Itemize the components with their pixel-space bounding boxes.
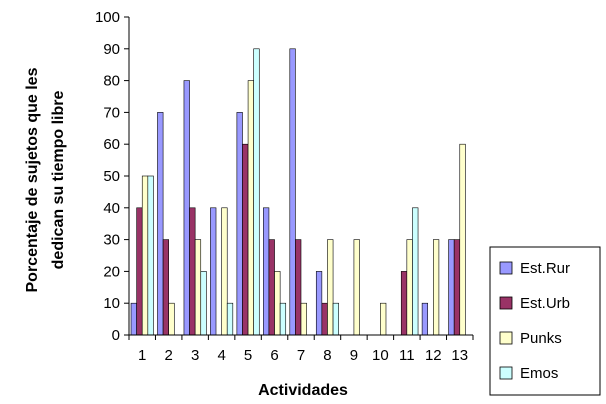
bar-est-urb-8 <box>321 302 328 336</box>
bar-est-urb-6 <box>268 239 275 336</box>
bar-emos-3 <box>200 271 207 336</box>
legend-label: Est.Urb <box>520 295 570 312</box>
bar-punks-7 <box>300 302 307 336</box>
y-tick-label: 40 <box>103 200 120 217</box>
bar-emos-6 <box>279 302 287 336</box>
bar-est-urb-1 <box>136 207 143 336</box>
x-tick-label: 9 <box>350 347 358 364</box>
bar-est-rur-12 <box>421 302 429 336</box>
y-tick-label: 80 <box>103 73 120 90</box>
bar-emos-11 <box>412 207 419 336</box>
bar-punks-11 <box>406 239 413 336</box>
bar-punks-2 <box>168 302 175 336</box>
y-tick-label: 20 <box>103 263 120 280</box>
bar-est-rur-6 <box>263 207 270 336</box>
legend-label: Emos <box>520 365 558 382</box>
x-tick-label: 10 <box>372 347 389 364</box>
bar-punks-5 <box>247 80 254 336</box>
bar-est-urb-2 <box>162 239 169 336</box>
x-tick-label: 13 <box>451 347 468 364</box>
bar-est-rur-5 <box>236 112 243 336</box>
x-axis-ticks: 1 2 3 4 5 6 7 8 9 10 11 12 13 <box>128 335 474 364</box>
x-tick-label: 12 <box>425 347 442 364</box>
bar-est-rur-13 <box>448 239 455 336</box>
x-tick-label: 5 <box>244 347 252 364</box>
bar-est-rur-2 <box>157 112 164 336</box>
y-axis-title-line-1: Porcentaje de sujetos que les <box>24 67 41 292</box>
bar-est-urb-7 <box>295 239 302 336</box>
y-tick-label: 30 <box>103 232 120 249</box>
legend: Est.Rur Est.Urb Punks Emos <box>489 246 601 396</box>
bar-emos-4 <box>226 302 234 336</box>
x-tick-label: 1 <box>138 347 146 364</box>
y-tick-label: 100 <box>95 9 120 26</box>
x-tick-label: 7 <box>297 347 305 364</box>
bar-punks-1 <box>141 175 149 336</box>
x-axis-title: Actividades <box>258 382 348 399</box>
legend-swatch <box>499 331 513 345</box>
x-tick-label: 8 <box>323 347 331 364</box>
y-axis-title-line-2: dedican su tiempo libre <box>50 91 67 270</box>
bar-punks-13 <box>459 143 466 336</box>
legend-label: Est.Rur <box>520 260 570 277</box>
bar-punks-10 <box>380 302 387 336</box>
bar-punks-12 <box>433 239 440 336</box>
bar-emos-8 <box>332 302 339 336</box>
bar-punks-3 <box>194 239 202 336</box>
legend-label: Punks <box>520 330 562 347</box>
bar-est-rur-7 <box>289 48 296 336</box>
bar-punks-4 <box>221 207 228 336</box>
bar-est-urb-13 <box>453 239 461 336</box>
x-tick-label: 4 <box>217 347 225 364</box>
x-tick-label: 6 <box>270 347 278 364</box>
y-tick-label: 50 <box>103 168 120 185</box>
y-tick-label: 60 <box>103 136 120 153</box>
y-tick-label: 0 <box>112 327 120 344</box>
legend-swatch <box>499 261 513 275</box>
bar-est-rur-4 <box>210 207 217 336</box>
y-tick-label: 70 <box>103 104 120 121</box>
bar-est-urb-11 <box>400 271 408 336</box>
y-tick-label: 90 <box>103 41 120 58</box>
y-axis-ticks: 0 10 20 30 40 50 60 70 80 90 100 <box>95 9 129 344</box>
bar-punks-9 <box>353 239 360 336</box>
bar-punks-6 <box>274 271 281 336</box>
bars <box>130 48 466 336</box>
bar-emos-1 <box>147 175 154 336</box>
x-tick-label: 2 <box>165 347 173 364</box>
bar-est-urb-5 <box>242 143 249 336</box>
bar-est-urb-3 <box>189 207 196 336</box>
bar-est-rur-3 <box>183 80 190 336</box>
axes <box>128 17 473 336</box>
bar-est-rur-1 <box>130 302 137 336</box>
bar-est-rur-8 <box>315 271 323 336</box>
x-tick-label: 3 <box>191 347 199 364</box>
legend-swatch <box>499 296 513 310</box>
y-tick-label: 10 <box>103 295 120 312</box>
legend-swatch <box>499 366 513 380</box>
bar-punks-8 <box>327 239 334 336</box>
bar-emos-5 <box>253 48 260 336</box>
x-tick-label: 11 <box>399 347 415 364</box>
